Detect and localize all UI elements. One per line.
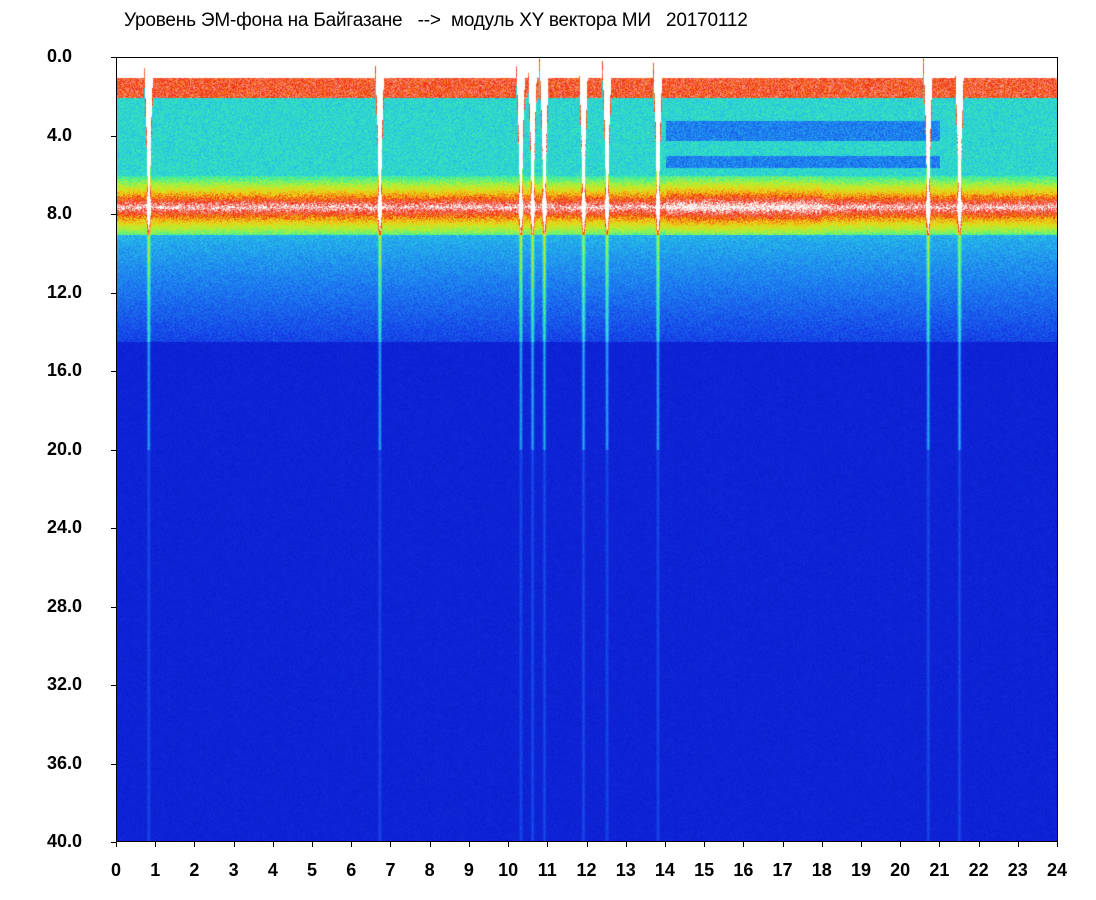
y-tick-mark <box>111 449 116 451</box>
x-tick-label: 22 <box>968 860 989 880</box>
y-tick-mark <box>111 842 116 843</box>
y-tick-mark <box>111 292 116 294</box>
y-tick-label: 32.0 <box>47 674 83 694</box>
x-tick-label: 8 <box>424 860 435 880</box>
x-tick-label: 5 <box>307 860 318 880</box>
heatmap-canvas <box>117 58 1057 841</box>
x-tick-label: 17 <box>772 860 793 880</box>
x-tick-mark <box>821 842 823 847</box>
x-tick-mark <box>390 842 392 847</box>
x-tick-label: 10 <box>498 860 519 880</box>
y-tick-mark <box>111 371 116 372</box>
y-tick-label: 4.0 <box>47 124 73 145</box>
y-tick-label: 12.0 <box>47 281 83 302</box>
y-tick-mark <box>111 214 116 215</box>
y-tick-mark <box>111 528 116 529</box>
x-tick-label: 16 <box>733 860 754 880</box>
y-tick-mark <box>111 763 116 765</box>
x-tick-mark <box>978 842 980 847</box>
x-tick-mark <box>351 842 353 847</box>
x-tick-mark <box>547 842 549 847</box>
x-tick-mark <box>1057 842 1058 847</box>
x-tick-label: 13 <box>615 860 636 880</box>
y-tick-label: 20.0 <box>47 438 83 459</box>
y-tick-label: 36.0 <box>47 752 83 773</box>
x-tick-mark <box>1017 842 1019 847</box>
y-tick-label: 40.0 <box>47 831 83 851</box>
x-tick-mark <box>900 842 902 847</box>
x-tick-label: 15 <box>694 860 715 880</box>
x-tick-mark <box>664 842 666 847</box>
x-tick-label: 21 <box>929 860 950 880</box>
x-tick-mark <box>155 842 157 847</box>
x-tick-mark <box>939 842 941 847</box>
x-tick-label: 7 <box>385 860 396 880</box>
x-tick-label: 14 <box>654 860 675 880</box>
x-tick-label: 1 <box>150 860 161 880</box>
x-tick-label: 18 <box>811 860 832 880</box>
x-tick-label: 24 <box>1046 860 1068 880</box>
x-tick-mark <box>508 842 510 847</box>
x-tick-mark <box>625 842 627 847</box>
x-tick-label: 11 <box>537 860 557 880</box>
y-tick-mark <box>111 135 116 137</box>
y-tick-mark <box>111 685 116 686</box>
x-tick-label: 0 <box>110 860 121 880</box>
x-tick-label: 6 <box>346 860 357 880</box>
x-tick-label: 19 <box>850 860 871 880</box>
y-tick-mark <box>111 57 116 58</box>
x-tick-mark <box>312 842 314 847</box>
x-tick-label: 20 <box>890 860 911 880</box>
x-tick-label: 3 <box>228 860 239 880</box>
x-tick-mark <box>743 842 745 847</box>
y-tick-label: 16.0 <box>47 360 83 380</box>
x-tick-mark <box>468 842 470 847</box>
x-tick-mark <box>116 842 117 847</box>
x-tick-mark <box>704 842 706 847</box>
y-tick-label: 28.0 <box>47 595 83 616</box>
x-tick-label: 12 <box>576 860 597 880</box>
x-tick-label: 9 <box>463 860 474 880</box>
plot-area <box>116 57 1058 842</box>
x-tick-mark <box>586 842 588 847</box>
y-tick-label: 8.0 <box>47 203 73 223</box>
x-tick-label: 4 <box>267 860 278 880</box>
x-tick-label: 23 <box>1007 860 1028 880</box>
x-tick-mark <box>272 842 274 847</box>
y-tick-mark <box>111 606 116 608</box>
x-tick-mark <box>194 842 196 847</box>
x-tick-label: 2 <box>189 860 200 880</box>
y-tick-label: 0.0 <box>47 46 73 66</box>
x-tick-mark <box>860 842 862 847</box>
y-tick-label: 24.0 <box>47 517 83 537</box>
x-tick-mark <box>429 842 431 847</box>
chart-title: Уровень ЭМ-фона на Байгазане --> модуль … <box>124 10 748 31</box>
x-tick-mark <box>233 842 235 847</box>
x-tick-mark <box>782 842 784 847</box>
